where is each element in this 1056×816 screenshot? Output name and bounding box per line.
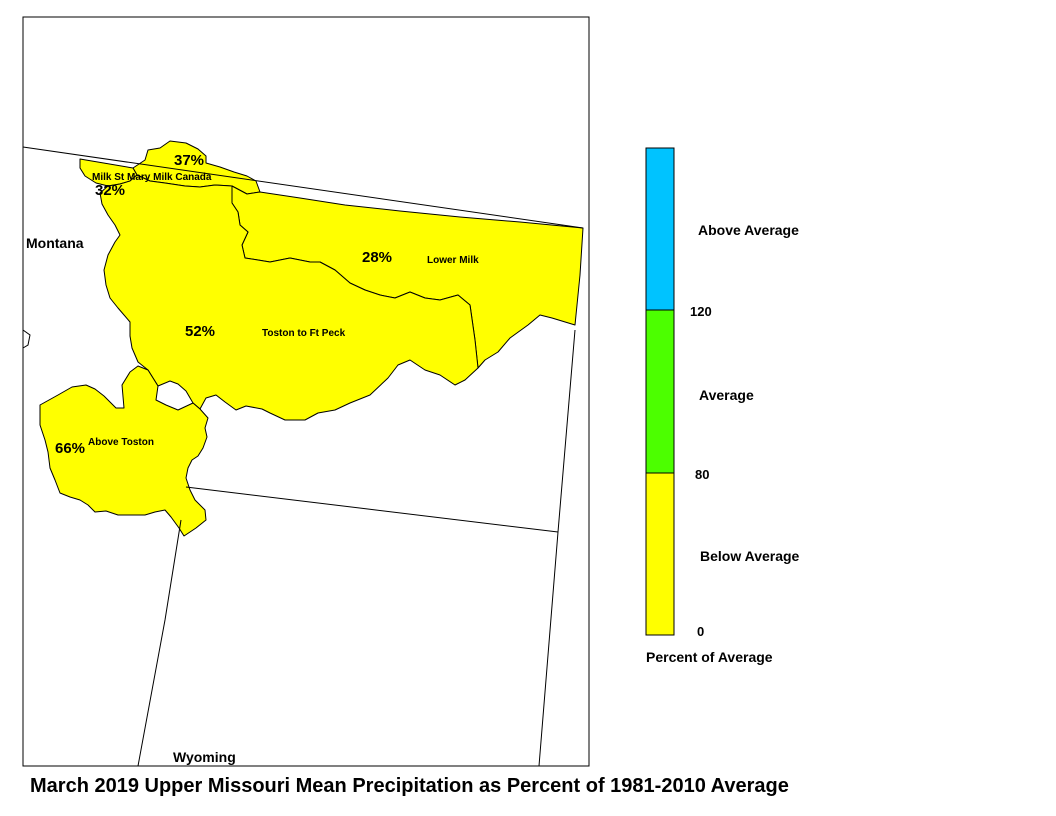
legend-label-average: Average <box>699 387 754 403</box>
legend-break-0: 0 <box>697 624 704 639</box>
canada-border-line <box>22 146 584 229</box>
basin-toston-ft-peck <box>99 174 479 421</box>
basin-name-milk-st-mary: Milk St Mary Milk Canada <box>92 172 212 183</box>
wyoming-north-border <box>185 486 559 533</box>
legend: Above Average Average Below Average 120 … <box>645 147 800 665</box>
basin-name-lower-milk: Lower Milk <box>427 255 479 266</box>
basin-percent-milk-canada: 37% <box>174 152 204 169</box>
legend-label-above: Above Average <box>698 222 799 238</box>
basin-name-above-toston: Above Toston <box>88 437 154 448</box>
west-coast-fragment <box>22 329 31 349</box>
legend-caption: Percent of Average <box>646 649 773 665</box>
basin-percent-lower-milk: 28% <box>362 249 392 266</box>
basin-percent-st-mary: 32% <box>95 182 125 199</box>
state-label-montana: Montana <box>26 235 84 251</box>
basin-percent-above-toston: 66% <box>55 440 85 457</box>
map-title: March 2019 Upper Missouri Mean Precipita… <box>30 775 789 797</box>
legend-break-120: 120 <box>690 304 712 319</box>
basin-above-toston <box>39 365 209 537</box>
basin-percent-toston-ft-peck: 52% <box>185 323 215 340</box>
legend-swatch-above <box>645 147 675 311</box>
idaho-montana-border <box>137 519 182 767</box>
basin-layer <box>39 140 584 537</box>
legend-swatch-average <box>645 309 675 474</box>
boundary-layer <box>22 146 584 767</box>
legend-break-80: 80 <box>695 467 709 482</box>
legend-swatch-below <box>645 472 675 636</box>
legend-label-below: Below Average <box>700 548 800 564</box>
basin-name-toston-ft-peck: Toston to Ft Peck <box>262 328 346 339</box>
state-label-wyoming: Wyoming <box>173 749 236 765</box>
